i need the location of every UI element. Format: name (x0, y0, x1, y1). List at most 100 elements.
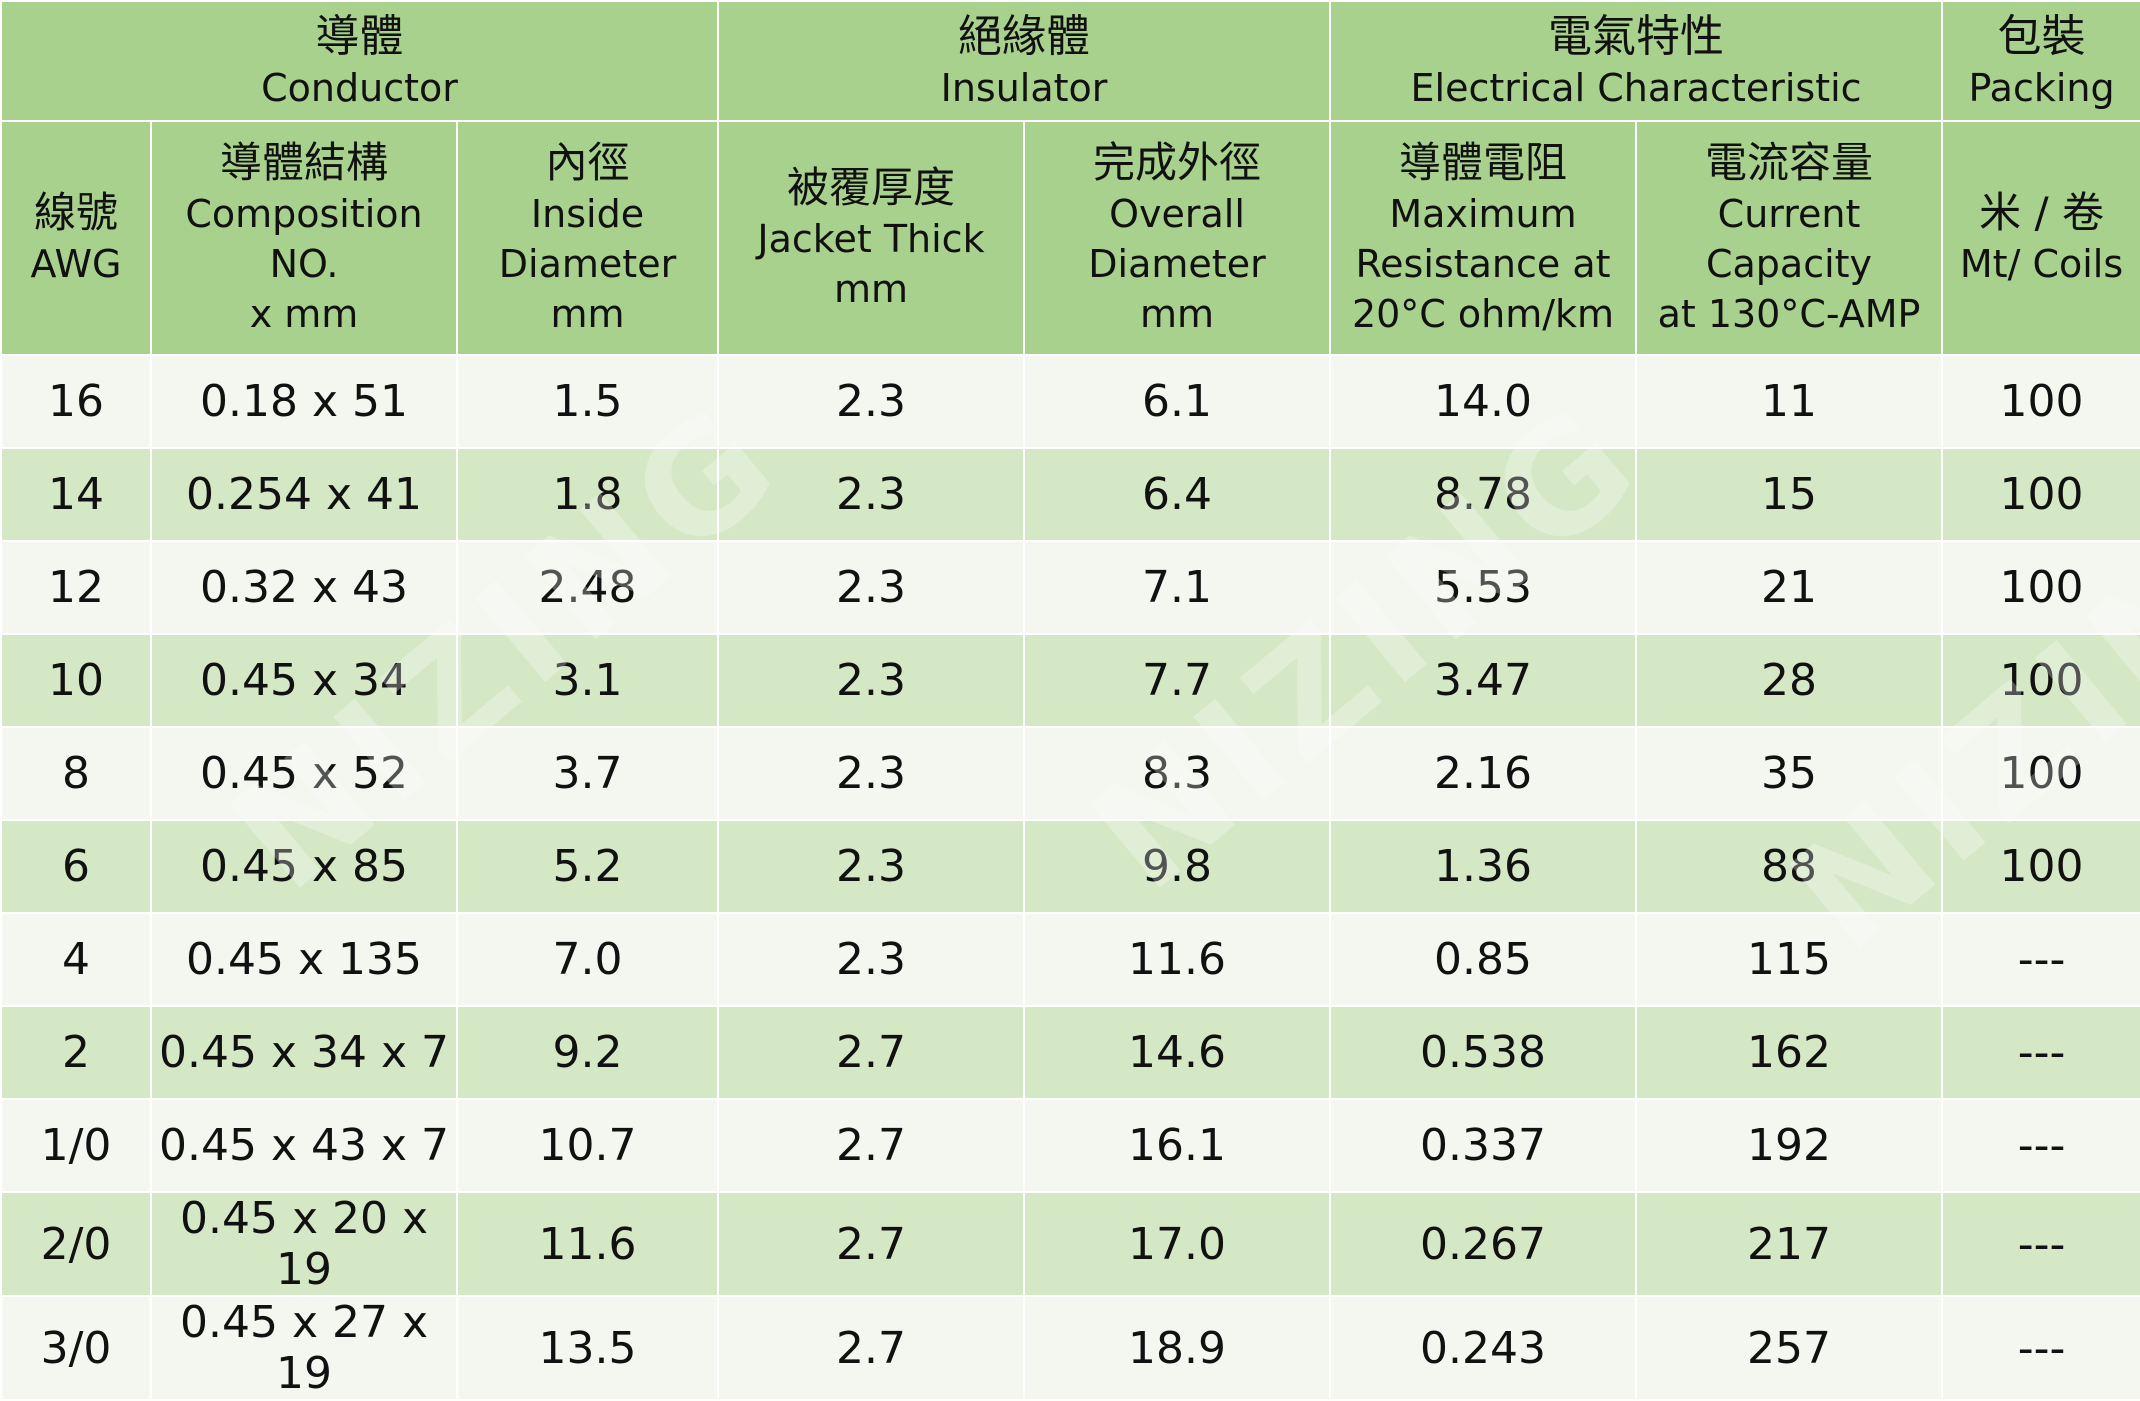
cell-jacket-thick: 2.3 (717, 447, 1025, 542)
cell-resistance: 5.53 (1329, 540, 1638, 635)
cell-overall-diameter: 17.0 (1022, 1191, 1332, 1297)
cell-current-capacity: 192 (1635, 1098, 1944, 1193)
cell-inside-diameter: 10.7 (456, 1098, 719, 1193)
table-row: 2 0.45 x 34 x 7 9.2 2.7 14.6 0.538 162 -… (0, 1005, 2140, 1100)
cell-overall-diameter: 18.9 (1022, 1295, 1332, 1401)
cell-current-capacity: 35 (1635, 726, 1944, 821)
cell-overall-diameter: 6.4 (1022, 447, 1332, 542)
cell-inside-diameter: 13.5 (456, 1295, 719, 1401)
cell-resistance: 0.538 (1329, 1005, 1638, 1100)
group-conductor: 導體 Conductor (0, 0, 719, 122)
cell-inside-diameter: 9.2 (456, 1005, 719, 1100)
cell-jacket-thick: 2.7 (717, 1098, 1025, 1193)
cell-awg: 3/0 (0, 1295, 152, 1401)
cell-current-capacity: 217 (1635, 1191, 1944, 1297)
cell-overall-diameter: 16.1 (1022, 1098, 1332, 1193)
cell-composition: 0.45 x 20 x 19 (150, 1191, 458, 1297)
group-insulator: 絕緣體 Insulator (716, 0, 1332, 122)
cell-resistance: 0.337 (1329, 1098, 1638, 1193)
column-header-row: 線號 AWG 導體結構 Composition NO. x mm 內徑 Insi… (0, 120, 2140, 356)
cell-current-capacity: 28 (1635, 633, 1944, 728)
cell-packing: 100 (1941, 540, 2140, 635)
cell-inside-diameter: 3.1 (456, 633, 719, 728)
cell-resistance: 8.78 (1329, 447, 1638, 542)
cell-packing: 100 (1941, 726, 2140, 821)
table-row: 10 0.45 x 34 3.1 2.3 7.7 3.47 28 100 (0, 633, 2140, 728)
cell-packing: 100 (1941, 354, 2140, 449)
cell-awg: 4 (0, 912, 152, 1007)
table-row: 14 0.254 x 41 1.8 2.3 6.4 8.78 15 100 (0, 447, 2140, 542)
cell-jacket-thick: 2.7 (717, 1005, 1025, 1100)
table-row: 1/0 0.45 x 43 x 7 10.7 2.7 16.1 0.337 19… (0, 1098, 2140, 1193)
cell-overall-diameter: 6.1 (1022, 354, 1332, 449)
cell-jacket-thick: 2.3 (717, 819, 1025, 914)
cell-current-capacity: 11 (1635, 354, 1944, 449)
cell-composition: 0.45 x 43 x 7 (150, 1098, 458, 1193)
group-header-row: 導體 Conductor 絕緣體 Insulator 電氣特性 Electric… (0, 0, 2140, 122)
cell-inside-diameter: 1.5 (456, 354, 719, 449)
col-packing: 米 / 卷 Mt/ Coils (1941, 120, 2140, 356)
cell-jacket-thick: 2.3 (717, 540, 1025, 635)
cell-awg: 1/0 (0, 1098, 152, 1193)
cell-composition: 0.18 x 51 (150, 354, 458, 449)
cell-current-capacity: 21 (1635, 540, 1944, 635)
cell-inside-diameter: 3.7 (456, 726, 719, 821)
cell-packing: 100 (1941, 819, 2140, 914)
cell-overall-diameter: 9.8 (1022, 819, 1332, 914)
cell-awg: 2/0 (0, 1191, 152, 1297)
cell-inside-diameter: 1.8 (456, 447, 719, 542)
col-inside-diameter: 內徑 Inside Diameter mm (456, 120, 719, 356)
cell-awg: 16 (0, 354, 152, 449)
cell-overall-diameter: 7.7 (1022, 633, 1332, 728)
cell-inside-diameter: 7.0 (456, 912, 719, 1007)
cell-packing: 100 (1941, 633, 2140, 728)
table-row: 4 0.45 x 135 7.0 2.3 11.6 0.85 115 --- (0, 912, 2140, 1007)
cell-composition: 0.45 x 85 (150, 819, 458, 914)
cell-current-capacity: 115 (1635, 912, 1944, 1007)
cell-current-capacity: 88 (1635, 819, 1944, 914)
cell-packing: --- (1941, 1191, 2140, 1297)
group-packing: 包裝 Packing (1941, 0, 2140, 122)
cell-overall-diameter: 7.1 (1022, 540, 1332, 635)
cell-awg: 10 (0, 633, 152, 728)
cell-current-capacity: 15 (1635, 447, 1944, 542)
cell-composition: 0.45 x 34 (150, 633, 458, 728)
table-row: 16 0.18 x 51 1.5 2.3 6.1 14.0 11 100 (0, 354, 2140, 449)
col-jacket-thick: 被覆厚度 Jacket Thick mm (717, 120, 1025, 356)
cell-resistance: 1.36 (1329, 819, 1638, 914)
col-current-capacity: 電流容量 Current Capacity at 130°C-AMP (1635, 120, 1944, 356)
col-resistance: 導體電阻 Maximum Resistance at 20°C ohm/km (1329, 120, 1638, 356)
cell-awg: 14 (0, 447, 152, 542)
cell-composition: 0.45 x 27 x 19 (150, 1295, 458, 1401)
table-row: 12 0.32 x 43 2.48 2.3 7.1 5.53 21 100 (0, 540, 2140, 635)
cell-resistance: 0.243 (1329, 1295, 1638, 1401)
cell-resistance: 0.85 (1329, 912, 1638, 1007)
cell-inside-diameter: 11.6 (456, 1191, 719, 1297)
col-composition: 導體結構 Composition NO. x mm (150, 120, 458, 356)
cell-resistance: 2.16 (1329, 726, 1638, 821)
cell-packing: --- (1941, 1295, 2140, 1401)
cell-awg: 2 (0, 1005, 152, 1100)
cell-composition: 0.32 x 43 (150, 540, 458, 635)
col-awg: 線號 AWG (0, 120, 152, 356)
cell-composition: 0.45 x 135 (150, 912, 458, 1007)
cell-packing: --- (1941, 1098, 2140, 1193)
cell-inside-diameter: 2.48 (456, 540, 719, 635)
cell-packing: 100 (1941, 447, 2140, 542)
cell-overall-diameter: 8.3 (1022, 726, 1332, 821)
cell-resistance: 3.47 (1329, 633, 1638, 728)
table-row: 3/0 0.45 x 27 x 19 13.5 2.7 18.9 0.243 2… (0, 1295, 2140, 1401)
cell-jacket-thick: 2.3 (717, 354, 1025, 449)
cell-current-capacity: 257 (1635, 1295, 1944, 1401)
cell-current-capacity: 162 (1635, 1005, 1944, 1100)
cell-jacket-thick: 2.7 (717, 1295, 1025, 1401)
cell-jacket-thick: 2.3 (717, 726, 1025, 821)
cell-jacket-thick: 2.7 (717, 1191, 1025, 1297)
table-row: 8 0.45 x 52 3.7 2.3 8.3 2.16 35 100 (0, 726, 2140, 821)
cell-composition: 0.45 x 34 x 7 (150, 1005, 458, 1100)
cell-composition: 0.254 x 41 (150, 447, 458, 542)
cell-awg: 8 (0, 726, 152, 821)
cell-composition: 0.45 x 52 (150, 726, 458, 821)
cell-packing: --- (1941, 1005, 2140, 1100)
